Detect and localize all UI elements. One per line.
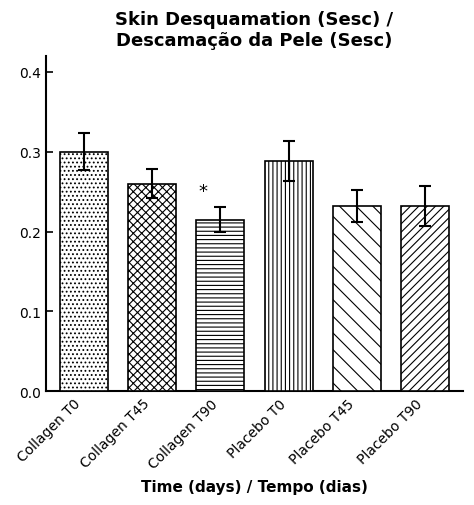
Bar (265, 162, 312, 391)
Text: *: * (199, 183, 208, 201)
Bar (128, 184, 176, 391)
X-axis label: Time (days) / Tempo (dias): Time (days) / Tempo (dias) (141, 479, 368, 494)
Bar (60, 153, 108, 391)
Bar (401, 207, 449, 391)
Bar (196, 220, 244, 391)
Bar (333, 207, 381, 391)
Title: Skin Desquamation (Sesc) /
Descamação da Pele (Sesc): Skin Desquamation (Sesc) / Descamação da… (116, 11, 393, 50)
